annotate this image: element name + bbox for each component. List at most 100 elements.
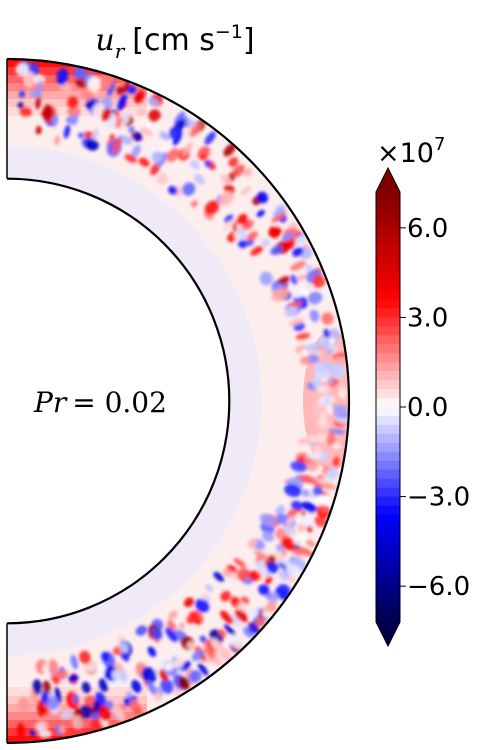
- convective-cell: [182, 182, 196, 196]
- convective-cell: [72, 112, 79, 126]
- convective-cell: [299, 442, 311, 452]
- prandtl-annotation: Pr = 0.02: [33, 386, 167, 419]
- convective-cell: [200, 153, 207, 161]
- convective-cell: [290, 461, 307, 472]
- convective-cell: [17, 697, 31, 711]
- convective-cell: [60, 710, 73, 720]
- convective-cell: [68, 674, 79, 683]
- convective-cell: [281, 239, 296, 251]
- colorbar-band: [376, 433, 400, 444]
- convective-cell: [262, 531, 275, 542]
- convective-cell: [218, 190, 234, 206]
- convective-cell: [216, 652, 227, 664]
- convective-cell: [291, 500, 303, 511]
- colorbar: 6.0 3.0 0.0 −3.0 −6.0 ×107: [375, 134, 470, 648]
- convective-cell: [322, 487, 339, 495]
- convective-cell: [117, 93, 127, 111]
- convective-cell: [312, 494, 330, 506]
- convective-cell: [78, 132, 84, 139]
- convective-cell: [151, 627, 163, 640]
- convective-cell: [99, 73, 113, 90]
- convective-cell: [133, 705, 142, 716]
- convective-cell: [87, 76, 102, 93]
- convective-cell: [141, 666, 157, 684]
- convective-cell: [326, 467, 339, 480]
- convective-cell: [98, 705, 111, 722]
- convective-cell: [293, 233, 309, 244]
- colorbar-tick-label: 0.0: [407, 393, 448, 423]
- convective-cell: [37, 724, 44, 734]
- convective-cell: [304, 342, 323, 353]
- colorbar-band: [376, 353, 400, 363]
- convective-cell: [338, 386, 347, 400]
- colorbar-band: [376, 407, 400, 417]
- convective-cell: [243, 168, 253, 177]
- colorbar-tick-label: 3.0: [407, 303, 448, 333]
- convective-cell: [300, 355, 311, 365]
- convective-cell: [258, 584, 270, 596]
- prandtl-symbol: Pr: [33, 386, 68, 419]
- north-polar-band: [7, 91, 147, 100]
- convective-cell: [201, 592, 209, 601]
- colorbar-band: [376, 514, 400, 525]
- colorbar-band: [376, 577, 400, 587]
- convective-cell: [220, 610, 234, 625]
- colorbar-tick-label: −6.0: [407, 572, 470, 602]
- convective-cell: [271, 211, 287, 223]
- convective-cell: [323, 328, 330, 339]
- convective-cell: [335, 383, 349, 390]
- colorbar-band: [376, 478, 400, 489]
- convective-cell: [140, 127, 153, 137]
- convective-cell: [81, 123, 88, 133]
- convective-cell: [223, 143, 236, 157]
- velocity-field: [7, 59, 349, 743]
- convective-cell: [59, 680, 66, 688]
- convective-cell: [101, 108, 112, 122]
- convective-cell: [67, 96, 79, 109]
- colorbar-band: [376, 245, 400, 256]
- colorbar-band: [376, 236, 400, 247]
- convective-cell: [311, 310, 320, 321]
- colorbar-tick-label: 6.0: [407, 214, 448, 244]
- convective-cell: [255, 616, 266, 627]
- convective-cell: [81, 681, 91, 694]
- colorbar-band: [376, 505, 400, 516]
- colorbar-band: [376, 532, 400, 542]
- colorbar-band: [376, 559, 400, 569]
- convective-cell: [295, 332, 311, 340]
- multiplier-exponent: 7: [434, 134, 445, 155]
- convective-cell: [114, 117, 123, 129]
- convective-cell: [293, 289, 310, 298]
- convective-cell: [19, 107, 32, 117]
- colorbar-band: [376, 272, 400, 283]
- colorbar-band: [376, 263, 400, 274]
- convective-cell: [166, 147, 179, 163]
- multiplier-base: ×10: [377, 138, 434, 169]
- convective-cell: [234, 609, 249, 623]
- convective-cell: [96, 664, 106, 674]
- convective-cell: [320, 506, 330, 514]
- convective-cell: [187, 119, 197, 128]
- convective-cell: [327, 376, 334, 385]
- convective-cell: [332, 456, 340, 468]
- convective-cell: [285, 516, 295, 528]
- colorbar-tick-label: −3.0: [407, 483, 470, 513]
- convective-cell: [35, 96, 41, 110]
- convective-cell: [306, 453, 321, 460]
- convective-cell: [290, 274, 298, 285]
- convective-cell: [321, 312, 334, 325]
- colorbar-multiplier: ×107: [377, 134, 445, 169]
- annulus-background: [7, 59, 349, 743]
- convective-cell: [46, 697, 59, 710]
- convective-cell: [297, 523, 306, 533]
- convective-cell: [306, 526, 313, 533]
- convective-cell: [197, 146, 211, 160]
- convective-cell: [33, 74, 46, 85]
- convective-cell: [183, 597, 194, 608]
- convective-cell: [241, 596, 250, 605]
- convective-cell: [288, 318, 305, 326]
- convective-cell: [178, 676, 191, 690]
- convective-cell: [59, 724, 67, 734]
- convective-cell: [247, 231, 259, 241]
- convective-cell: [301, 501, 318, 512]
